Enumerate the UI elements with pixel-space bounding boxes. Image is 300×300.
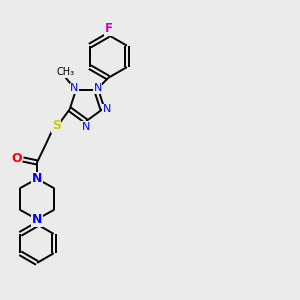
Text: F: F <box>104 22 112 35</box>
Text: N: N <box>32 172 42 185</box>
Text: S: S <box>52 119 61 132</box>
Text: N: N <box>82 122 90 131</box>
Text: N: N <box>32 213 42 226</box>
Text: N: N <box>103 104 111 114</box>
Text: N: N <box>94 83 102 94</box>
Text: O: O <box>11 152 22 164</box>
Text: N: N <box>70 83 79 94</box>
Text: CH₃: CH₃ <box>56 67 74 77</box>
